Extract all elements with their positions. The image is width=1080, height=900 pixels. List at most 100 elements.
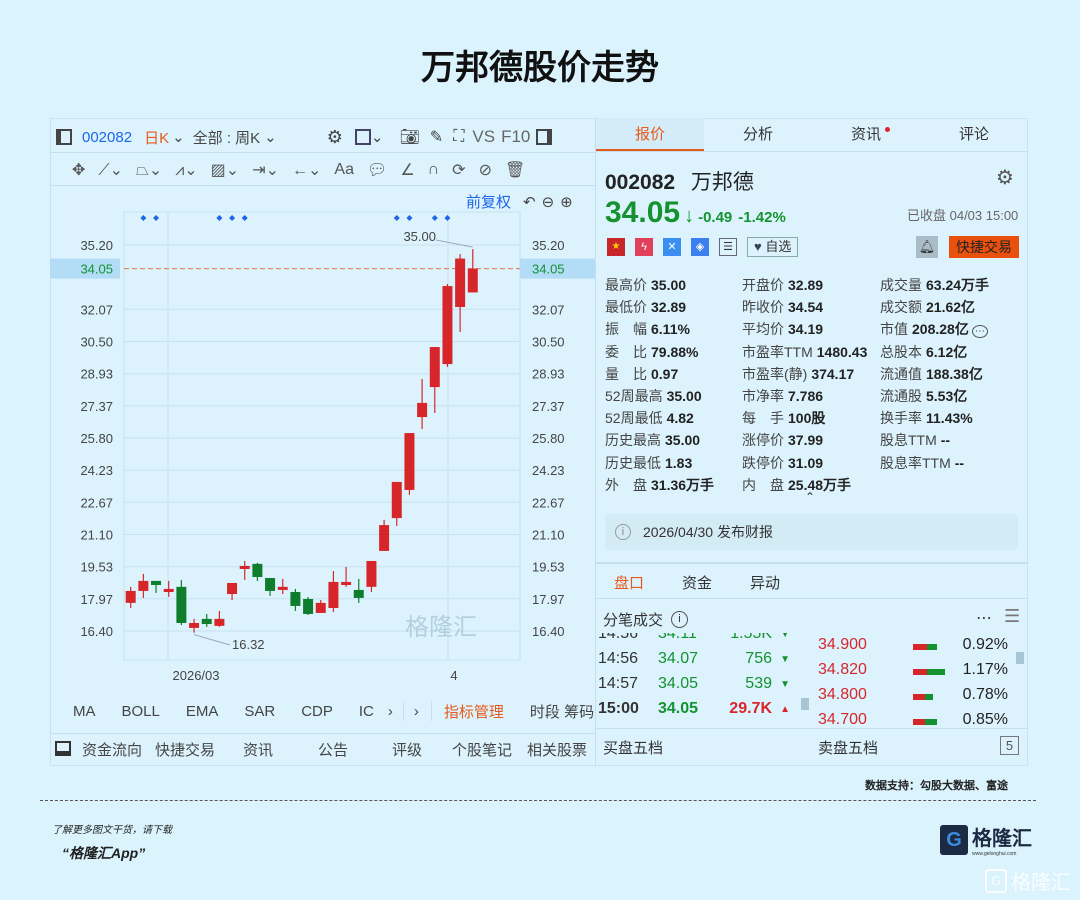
info-icon[interactable]: i bbox=[671, 611, 689, 628]
candle-body[interactable] bbox=[176, 586, 187, 623]
bottom-tab[interactable]: 快捷交易 bbox=[155, 742, 216, 759]
candle-body[interactable] bbox=[227, 582, 238, 595]
subtab[interactable]: 盘口 bbox=[614, 575, 645, 592]
event-marker[interactable] bbox=[153, 215, 160, 221]
fib-tool-icon[interactable]: ▨⌄ bbox=[210, 162, 240, 179]
chevron-down-icon[interactable]: ⌄ bbox=[264, 129, 277, 146]
candle-body[interactable] bbox=[277, 586, 288, 590]
candle-body[interactable] bbox=[341, 581, 352, 586]
indicator-ma[interactable]: MA bbox=[73, 702, 96, 720]
connect-icon[interactable]: ✕ bbox=[663, 238, 681, 256]
subtab[interactable]: 资金 bbox=[682, 575, 713, 592]
text-tool-icon[interactable]: Aa bbox=[334, 161, 354, 178]
scrollbar[interactable] bbox=[801, 698, 809, 710]
range-select[interactable]: 全部 : 周K bbox=[192, 129, 261, 147]
zoom-in-icon[interactable]: ⊕ bbox=[560, 193, 573, 211]
subtab[interactable]: 异动 bbox=[750, 575, 781, 592]
candle-body[interactable] bbox=[214, 618, 225, 626]
vs-button[interactable]: VS bbox=[472, 127, 496, 146]
more-icon[interactable]: ⋯ bbox=[976, 610, 992, 627]
candlestick-chart[interactable]: 35.20 35.20 32.07 32.07 30.50 30.50 28.93 28.93… bbox=[0, 0, 600, 700]
candle-body[interactable] bbox=[151, 580, 162, 586]
sidebar-toggle-icon[interactable] bbox=[56, 129, 72, 145]
candle-body[interactable] bbox=[138, 580, 149, 591]
bottom-tab[interactable]: 公告 bbox=[318, 742, 349, 759]
chevron-down-icon[interactable]: ⌄ bbox=[172, 129, 185, 146]
measure-tool-icon[interactable]: ⇥⌄ bbox=[252, 162, 280, 179]
trades-list[interactable]: 14:56 34.11 1.55K ▼ 14:56 34.07 756 ▼ 14:57 34.05… bbox=[598, 633, 798, 727]
notice-bar[interactable]: i 2026/04/30 发布财报 bbox=[605, 514, 1018, 550]
watchlist-button[interactable]: ♥ 自选 bbox=[747, 237, 799, 257]
candle-body[interactable] bbox=[315, 602, 326, 613]
panel-toggle-icon[interactable] bbox=[536, 129, 553, 145]
candle-body[interactable] bbox=[404, 433, 415, 490]
candle-body[interactable] bbox=[265, 578, 276, 591]
bottom-tab[interactable]: 个股笔记 bbox=[452, 742, 513, 759]
sync-icon[interactable]: ⟳ bbox=[452, 162, 466, 179]
more-icon[interactable]: ⋯ bbox=[971, 325, 988, 339]
chevron-down-icon[interactable]: ⌄ bbox=[370, 129, 384, 146]
tag-icon[interactable]: ◈ bbox=[691, 238, 709, 256]
bottom-tab[interactable]: 评级 bbox=[392, 742, 423, 759]
margin-icon[interactable]: ϟ bbox=[635, 238, 653, 256]
candle-body[interactable] bbox=[252, 563, 263, 578]
event-marker[interactable] bbox=[216, 215, 223, 221]
indicator-boll[interactable]: BOLL bbox=[121, 702, 160, 720]
indicator-ic[interactable]: IC bbox=[358, 702, 374, 720]
candle-body[interactable] bbox=[391, 481, 402, 519]
levels-button[interactable]: 5 bbox=[1000, 736, 1019, 755]
note-icon[interactable]: ☰ bbox=[719, 238, 737, 256]
event-marker[interactable] bbox=[229, 215, 236, 221]
tab-2[interactable]: 资讯 bbox=[812, 118, 920, 151]
magnet-icon[interactable]: ∩ bbox=[427, 161, 440, 178]
candle-body[interactable] bbox=[379, 525, 390, 551]
candle-body[interactable] bbox=[429, 347, 440, 388]
event-marker[interactable] bbox=[140, 215, 147, 221]
candle-body[interactable] bbox=[303, 598, 314, 614]
wave-tool-icon[interactable]: ⩘⌄ bbox=[175, 162, 198, 179]
fullscreen-icon[interactable]: ⛶ bbox=[453, 128, 465, 145]
collapse-icon[interactable] bbox=[55, 741, 71, 756]
camera-icon[interactable]: 📷︎ bbox=[399, 129, 420, 146]
candle-body[interactable] bbox=[239, 565, 250, 569]
candle-body[interactable] bbox=[189, 622, 200, 628]
tab-1[interactable]: 分析 bbox=[704, 118, 812, 151]
polygon-tool-icon[interactable]: ⏢⌄ bbox=[136, 162, 163, 179]
arrow-tool-icon[interactable]: ←⌄ bbox=[292, 162, 322, 179]
candle-body[interactable] bbox=[201, 618, 212, 625]
candle-body[interactable] bbox=[163, 588, 174, 592]
event-marker[interactable] bbox=[431, 215, 438, 221]
alert-bell-button[interactable]: 🔔︎ bbox=[916, 236, 938, 258]
scrollbar[interactable] bbox=[1016, 652, 1024, 664]
tab-0[interactable]: 报价 bbox=[596, 118, 704, 151]
line-tool-icon[interactable]: ⟋⌄ bbox=[98, 162, 124, 179]
candle-body[interactable] bbox=[442, 286, 453, 365]
candle-body[interactable] bbox=[353, 589, 364, 598]
candle-body[interactable] bbox=[125, 590, 136, 603]
candle-body[interactable] bbox=[467, 268, 478, 293]
zoom-out-icon[interactable]: ⊖ bbox=[541, 193, 555, 211]
period-select[interactable]: 日K bbox=[144, 129, 170, 147]
quick-trade-button[interactable]: 快捷交易 bbox=[949, 236, 1019, 258]
candle-body[interactable] bbox=[366, 560, 377, 587]
bottom-tab[interactable]: 相关股票 bbox=[527, 742, 588, 759]
indicator-cdp[interactable]: CDP bbox=[301, 702, 333, 720]
bottom-tab[interactable]: 资金流向 bbox=[82, 742, 143, 759]
trash-icon[interactable]: 🗑︎ bbox=[504, 162, 526, 179]
indicator-sar[interactable]: SAR bbox=[244, 702, 276, 720]
event-marker[interactable] bbox=[444, 215, 451, 221]
candle-body[interactable] bbox=[455, 258, 466, 308]
indicator-ema[interactable]: EMA bbox=[185, 702, 219, 720]
indicator-extra[interactable]: 时段 筹码 bbox=[529, 703, 595, 721]
settings-icon[interactable]: ⚙ bbox=[996, 167, 1014, 189]
list-icon[interactable]: ☰ bbox=[1004, 606, 1021, 626]
tab-3[interactable]: 评论 bbox=[920, 118, 1028, 151]
candle-body[interactable] bbox=[417, 402, 428, 418]
adjust-select[interactable]: 前复权 bbox=[466, 194, 512, 211]
pencil-icon[interactable]: ✎ bbox=[429, 129, 444, 146]
candle-body[interactable] bbox=[328, 581, 339, 609]
indicator-manage-button[interactable]: 指标管理 bbox=[443, 703, 504, 721]
event-marker[interactable] bbox=[393, 215, 400, 221]
event-marker[interactable] bbox=[406, 215, 413, 221]
layout-icon[interactable] bbox=[354, 129, 371, 145]
